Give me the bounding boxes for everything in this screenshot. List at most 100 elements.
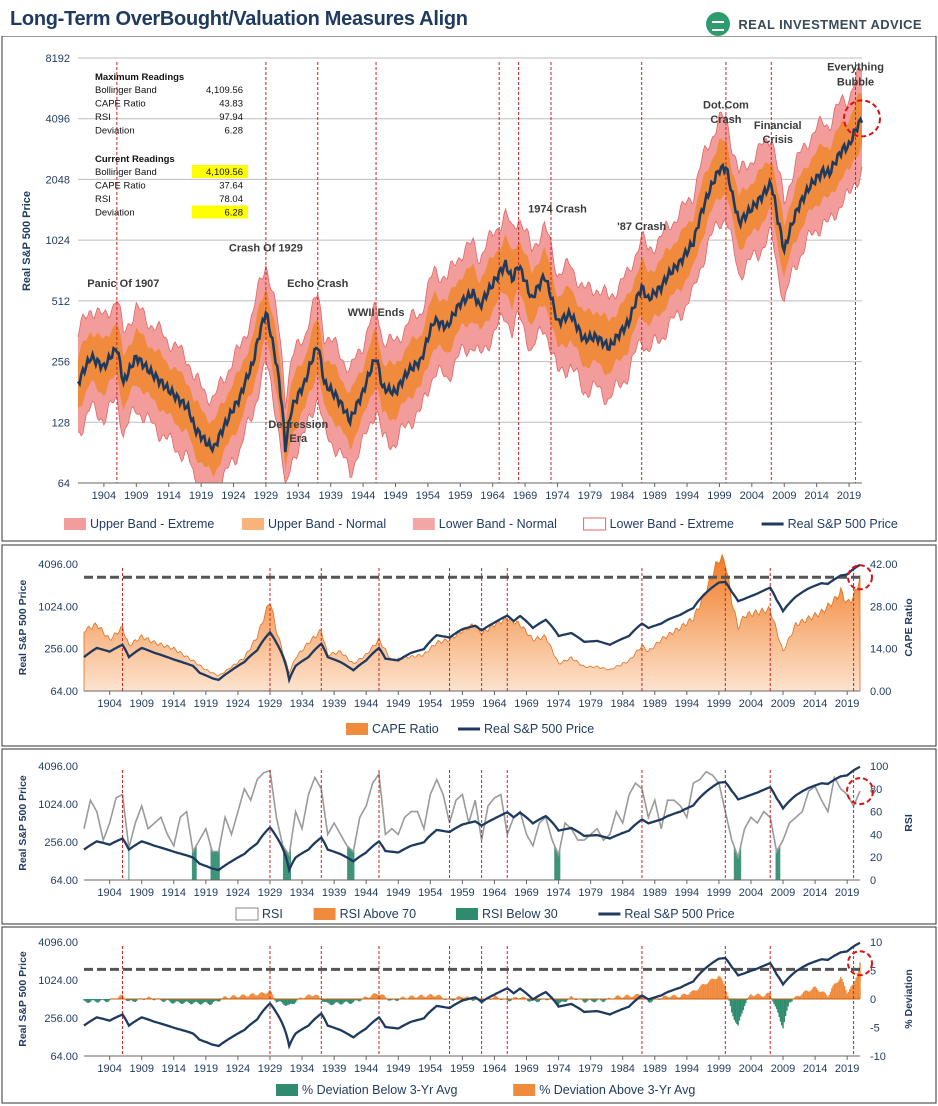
x-tick-label: 1919	[189, 490, 213, 502]
x-tick-label: 2009	[771, 1063, 795, 1075]
panel-border	[1, 926, 937, 1104]
y-tick-label: 2048	[46, 174, 70, 186]
y-tick-label: 4096.00	[38, 559, 78, 571]
x-tick-label: 1909	[129, 698, 153, 710]
annotation-label: '87 Crash	[617, 221, 666, 233]
y2-axis-title: RSI	[903, 814, 915, 832]
x-tick-label: 1914	[162, 698, 186, 710]
x-tick-label: 1974	[546, 698, 570, 710]
legend-swatch	[456, 908, 478, 920]
y2-tick-label: 60	[870, 807, 882, 819]
x-tick-label: 2004	[740, 490, 764, 502]
x-tick-label: 2019	[835, 698, 859, 710]
x-tick-label: 2019	[837, 490, 861, 502]
upper-extreme-line	[77, 65, 863, 409]
brand-name: REAL INVESTMENT ADVICE	[738, 16, 922, 32]
x-tick-label: 1949	[386, 698, 410, 710]
annotation-label: 1974 Crash	[528, 204, 587, 216]
x-tick-label: 1994	[675, 698, 699, 710]
x-tick-label: 1944	[351, 490, 375, 502]
x-tick-label: 1914	[156, 490, 180, 502]
x-tick-label: 1969	[514, 698, 538, 710]
x-tick-label: 1999	[707, 490, 731, 502]
x-tick-label: 1904	[92, 490, 116, 502]
y-tick-label: 1024.00	[38, 975, 78, 987]
x-tick-label: 1964	[482, 887, 506, 899]
y-tick-label: 256	[52, 357, 70, 369]
legend-label: RSI Below 30	[482, 907, 558, 921]
highlight-circle	[846, 777, 874, 806]
annotation-label: Echo Crash	[287, 278, 348, 290]
panel-border	[1, 544, 937, 747]
y-tick-label: 256.00	[44, 644, 78, 656]
x-tick-label: 1969	[513, 490, 537, 502]
annotation-label: Everything	[827, 62, 884, 74]
x-tick-label: 1954	[418, 887, 442, 899]
reading-highlight	[192, 165, 248, 178]
x-tick-label: 1919	[194, 1063, 218, 1075]
x-tick-label: 1934	[286, 490, 310, 502]
x-tick-label: 1994	[675, 490, 699, 502]
y2-tick-label: -10	[870, 1051, 886, 1063]
x-tick-label: 1954	[416, 490, 440, 502]
reading-label: RSI	[95, 112, 111, 123]
y2-tick-label: 28.00	[870, 601, 898, 613]
x-tick-label: 1984	[610, 490, 634, 502]
y-tick-label: 1024.00	[38, 601, 78, 613]
y2-tick-label: 20	[870, 852, 882, 864]
x-tick-label: 1994	[675, 1063, 699, 1075]
x-tick-label: 1914	[162, 887, 186, 899]
x-tick-label: 2014	[803, 698, 827, 710]
x-tick-label: 1919	[194, 887, 218, 899]
x-tick-label: 1989	[643, 698, 667, 710]
y2-tick-label: 42.00	[870, 559, 898, 571]
x-tick-label: 2004	[739, 1063, 763, 1075]
legend-swatch	[412, 518, 435, 530]
x-tick-label: 1969	[514, 887, 538, 899]
x-tick-label: 1904	[97, 1063, 121, 1075]
x-tick-label: 1944	[354, 887, 378, 899]
x-tick-label: 1939	[322, 887, 346, 899]
y-tick-label: 64	[58, 478, 70, 490]
x-tick-label: 1914	[162, 1063, 186, 1075]
legend-label: % Deviation Below 3-Yr Avg	[302, 1083, 457, 1097]
x-tick-label: 1984	[610, 887, 634, 899]
legend-swatch	[583, 517, 607, 531]
x-tick-label: 1959	[450, 887, 474, 899]
x-tick-label: 1964	[482, 1063, 506, 1075]
price-line	[83, 941, 861, 1050]
annotation-label: Crash Of 1929	[229, 242, 303, 254]
x-tick-label: 1904	[97, 887, 121, 899]
x-tick-label: 1974	[546, 1063, 570, 1075]
x-tick-label: 1989	[643, 1063, 667, 1075]
readings-title: Current Readings	[95, 154, 175, 165]
x-tick-label: 1919	[194, 698, 218, 710]
annotation-label: Crash	[710, 114, 741, 126]
x-tick-label: 1979	[578, 698, 602, 710]
brand-logo-icon	[706, 12, 731, 36]
brand-logo: REAL INVESTMENT ADVICE	[706, 12, 922, 36]
price-line	[76, 116, 864, 454]
highlight-circle	[847, 564, 873, 591]
legend-label: % Deviation Above 3-Yr Avg	[539, 1083, 695, 1097]
x-tick-label: 1924	[226, 887, 250, 899]
highlight-circle	[847, 950, 873, 977]
legend-label: RSI	[262, 907, 283, 921]
y-axis-title: Real S&P 500 Price	[17, 775, 29, 871]
x-tick-label: 1904	[97, 698, 121, 710]
x-tick-label: 1984	[610, 1063, 634, 1075]
annotation-label: Crisis	[762, 134, 793, 146]
x-tick-label: 1929	[254, 490, 278, 502]
x-tick-label: 1949	[386, 1063, 410, 1075]
legend-swatch	[242, 518, 264, 530]
x-tick-label: 1994	[675, 887, 699, 899]
reading-value: 6.28	[225, 126, 244, 137]
x-tick-label: 1964	[480, 490, 504, 502]
x-tick-label: 1959	[450, 1063, 474, 1075]
reading-label: Deviation	[95, 208, 135, 219]
y-tick-label: 1024.00	[38, 799, 78, 811]
y2-tick-label: 14.00	[870, 644, 898, 656]
legend-label: RSI Above 70	[340, 907, 416, 921]
y-tick-label: 4096.00	[38, 761, 78, 773]
x-tick-label: 1974	[545, 490, 569, 502]
